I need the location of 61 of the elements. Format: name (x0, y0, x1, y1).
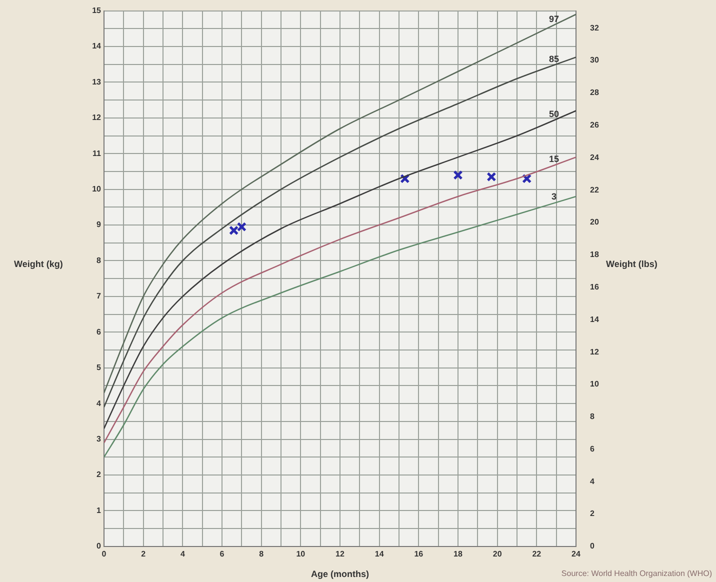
y2-tick-label: 20 (590, 218, 600, 227)
line-series (104, 156, 576, 444)
y-tick-label: 1 (96, 506, 102, 515)
y-tick-label: 3 (96, 434, 102, 444)
series-label: 97 (548, 14, 560, 24)
y2-tick-label: 24 (590, 152, 600, 162)
y2-tick-label: 32 (590, 23, 600, 32)
x-tick-label: 16 (414, 549, 424, 558)
y-tick-label: 2 (96, 470, 102, 480)
y-tick-label: 9 (96, 220, 102, 230)
series-label: 3 (551, 192, 557, 202)
y-tick-label: 14 (92, 42, 102, 51)
y-tick-label: 6 (96, 327, 102, 336)
y2-tick-label: 22 (590, 185, 600, 194)
series-label: 50 (548, 108, 560, 119)
y-tick-label: 0 (96, 542, 102, 551)
y2-tick-label: 2 (590, 509, 595, 518)
y2-tick-label: 14 (590, 314, 600, 324)
point (229, 226, 239, 236)
y-tick-label: 11 (92, 148, 102, 158)
source-note: Source: World Health Organization (WHO) (561, 569, 712, 578)
y-tick-label: 15 (92, 6, 102, 16)
y-axis-title: Weight (kg) (14, 258, 63, 269)
x-tick-label: 20 (492, 549, 502, 558)
y-tick-label: 8 (96, 256, 102, 265)
x-tick-label: 24 (572, 549, 581, 558)
x-tick-label: 12 (336, 549, 345, 558)
y-tick-label: 12 (92, 113, 102, 122)
line-series (104, 110, 576, 430)
y2-tick-label: 26 (590, 120, 600, 130)
x-tick-label: 18 (454, 549, 463, 558)
x-tick-label: 10 (296, 549, 306, 558)
series-label: 15 (548, 154, 560, 164)
y2-tick-label: 18 (590, 250, 600, 260)
point (486, 172, 496, 182)
y-tick-label: 10 (92, 184, 102, 194)
x-tick-label: 14 (374, 549, 384, 558)
y-tick-label: 5 (96, 363, 102, 372)
x-axis-title: Age (months) (311, 568, 369, 579)
x-tick-label: 6 (220, 549, 225, 558)
y2-tick-label: 4 (590, 476, 595, 486)
y2-tick-label: 28 (590, 88, 600, 98)
y2-tick-label: 6 (590, 444, 595, 454)
y2-axis-title: Weight (lbs) (606, 258, 658, 269)
point (236, 222, 246, 232)
y2-tick-label: 8 (590, 412, 595, 422)
y-tick-label: 4 (96, 398, 102, 408)
x-tick-label: 8 (259, 549, 264, 558)
point (453, 170, 463, 180)
x-tick-label: 4 (180, 549, 186, 558)
y2-tick-label: 0 (590, 542, 595, 551)
y2-tick-label: 10 (590, 380, 600, 389)
series-label: 85 (548, 54, 560, 64)
y2-tick-label: 16 (590, 282, 600, 292)
point (522, 174, 532, 184)
x-tick-label: 22 (532, 549, 542, 558)
y-tick-label: 13 (92, 77, 102, 86)
x-tick-label: 2 (141, 549, 146, 558)
y-tick-label: 7 (96, 292, 102, 301)
y2-tick-label: 30 (590, 56, 600, 65)
y2-tick-label: 12 (590, 347, 600, 356)
